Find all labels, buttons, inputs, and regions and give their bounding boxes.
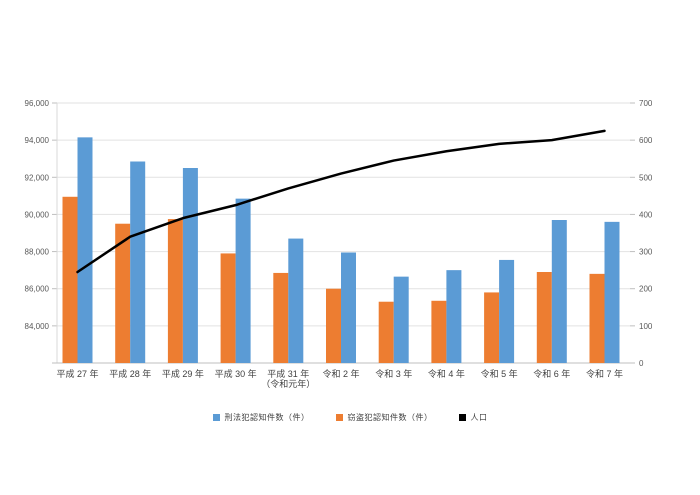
right-axis-tick-label: 0 [639,359,644,368]
right-axis-tick-label: 400 [639,210,653,219]
legend-label-population: 人口 [470,413,488,422]
bar-theft-offenses [431,300,447,363]
bar-theft-offenses [484,292,500,363]
right-axis-tick-label: 700 [639,99,653,108]
left-axis-tick-label: 86,000 [25,285,50,294]
x-axis-label: 平成 29 年 [162,368,204,379]
bar-penal-code-offenses [499,259,515,363]
x-axis-label: 令和 7 年 [586,368,623,379]
bar-theft-offenses [589,273,605,363]
legend-label-theft-offenses: 窃盗犯認知件数（件） [347,413,433,422]
bar-theft-offenses [167,219,183,363]
bar-theft-offenses [378,301,394,363]
population-line [76,129,606,274]
bar-penal-code-offenses [235,198,251,363]
bar-theft-offenses [62,196,78,363]
bar-theft-offenses [273,272,289,363]
bar-theft-offenses [326,288,341,363]
x-axis-label: 令和 3 年 [375,368,412,379]
right-axis-tick-label: 300 [639,248,653,257]
right-axis-tick-label: 500 [639,173,653,182]
bar-penal-code-offenses [446,270,462,363]
bar-theft-offenses [220,253,236,363]
chart-legend: 刑法犯認知件数（件） 窃盗犯認知件数（件） 人口 [0,412,700,423]
legend-item-theft-offenses: 窃盗犯認知件数（件） [335,412,433,423]
right-axis-tick-label: 100 [639,322,653,331]
legend-swatch-black-icon [458,414,466,421]
x-axis-label: 平成 28 年 [109,368,151,379]
bar-theft-offenses [115,223,131,363]
bar-penal-code-offenses [130,161,146,363]
left-axis-tick-label: 96,000 [25,99,50,108]
combo-chart-canvas: 84,000 86,000 88,000 90,000 92,000 94,000 96,0… [25,99,653,389]
x-axis-label: 平成 30 年 [215,368,257,379]
legend-swatch-orange-icon [335,414,343,421]
legend-swatch-blue-icon [212,414,220,421]
x-axis-label: 令和 2 年 [322,368,359,379]
x-axis-label: 令和 4 年 [428,368,465,379]
bar-penal-code-offenses [341,252,356,363]
left-axis-tick-label: 90,000 [25,210,50,219]
bar-penal-code-offenses [604,221,620,363]
right-axis-tick-label: 200 [639,285,653,294]
bar-theft-offenses [536,272,552,363]
left-axis-tick-label: 94,000 [25,136,50,145]
left-axis-tick-label: 92,000 [25,173,50,182]
left-axis-tick-label: 84,000 [25,322,50,331]
x-axis-label: 令和 6 年 [533,368,570,379]
bar-penal-code-offenses [288,238,304,363]
right-axis-tick-label: 600 [639,136,653,145]
bar-penal-code-offenses [77,137,93,363]
left-axis-tick-label: 88,000 [25,248,50,257]
x-axis-label: 令和 5 年 [481,368,518,379]
bar-penal-code-offenses [393,276,409,363]
legend-item-penal-code-offenses: 刑法犯認知件数（件） [212,412,310,423]
legend-label-penal-code-offenses: 刑法犯認知件数（件） [224,413,310,422]
bar-penal-code-offenses [182,168,198,363]
bar-penal-code-offenses [551,220,567,363]
x-axis-label: 平成 27 年 [56,368,98,379]
x-axis-label: 平成 31 年（令和元年） [261,368,315,389]
legend-item-population: 人口 [458,412,488,423]
